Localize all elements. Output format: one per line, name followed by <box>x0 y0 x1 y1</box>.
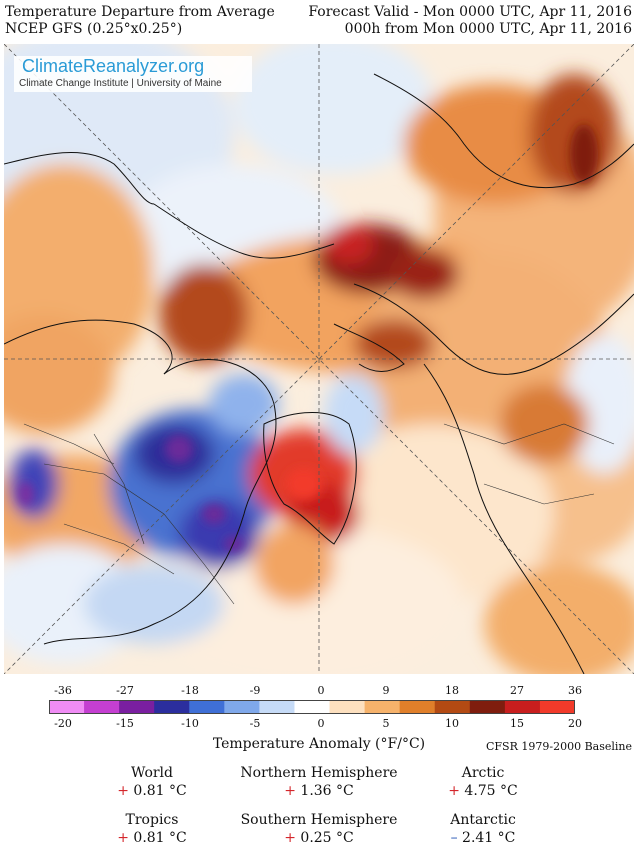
f-tick: 0 <box>317 684 325 697</box>
c-tick: 0 <box>317 717 325 730</box>
map-title: Temperature Departure from Average <box>5 4 275 20</box>
stat-northern-hemisphere: Northern Hemisphere + 1.36 °C <box>219 764 419 800</box>
f-tick: 18 <box>445 684 459 697</box>
stat-label: World <box>131 765 173 781</box>
logo-subtitle: Climate Change Institute | University of… <box>19 78 222 89</box>
stat-label: Antarctic <box>450 812 516 828</box>
f-tick: 36 <box>568 684 582 697</box>
c-tick: -20 <box>54 717 72 730</box>
stat-value: 1.36 °C <box>300 783 354 799</box>
colorbar-swatch <box>259 700 296 714</box>
stat-sign: + <box>117 830 129 846</box>
colorbar-swatch <box>294 700 331 714</box>
f-tick: -36 <box>54 684 72 697</box>
colorbar-swatch <box>329 700 366 714</box>
colorbar-swatch <box>364 700 401 714</box>
graticule <box>4 44 634 674</box>
colorbar-swatch <box>84 700 120 714</box>
anomaly-map <box>4 44 634 674</box>
stat-label: Arctic <box>461 765 505 781</box>
f-tick: -27 <box>116 684 134 697</box>
stat-southern-hemisphere: Southern Hemisphere + 0.25 °C <box>219 811 419 847</box>
forecast-lead-label: 000h from Mon 0000 UTC, Apr 11, 2016 <box>344 21 632 37</box>
colorbar-swatch <box>49 700 85 714</box>
colorbar-swatch <box>539 700 575 714</box>
stat-label: Southern Hemisphere <box>240 812 398 828</box>
stat-label: Northern Hemisphere <box>240 765 398 781</box>
c-tick: -10 <box>181 717 199 730</box>
f-tick: -18 <box>181 684 199 697</box>
c-tick: 20 <box>568 717 582 730</box>
colorbar-title: Temperature Anomaly (°F/°C) <box>212 736 426 752</box>
colorbar-border <box>49 700 575 714</box>
colorbar-swatch <box>189 700 225 714</box>
colorbar-swatch <box>469 700 506 714</box>
stat-sign: + <box>284 783 296 799</box>
colorbar-swatch <box>154 700 190 714</box>
colorbar-swatch <box>399 700 436 714</box>
colorbar <box>49 700 575 714</box>
anomaly-field <box>4 44 634 674</box>
stat-antarctic: Antarctic – 2.41 °C <box>383 811 583 847</box>
stat-value: 0.25 °C <box>300 830 354 846</box>
climate-reanalyzer-logo: ClimateReanalyzer.org Climate Change Ins… <box>14 56 252 92</box>
stat-world: World + 0.81 °C <box>52 764 252 800</box>
stat-value: 4.75 °C <box>464 783 518 799</box>
f-tick: 27 <box>510 684 524 697</box>
colorbar-swatch <box>119 700 155 714</box>
c-tick: 10 <box>445 717 459 730</box>
c-tick: -5 <box>249 717 261 730</box>
c-tick: 15 <box>510 717 524 730</box>
colorbar-swatch <box>504 700 541 714</box>
stat-label: Tropics <box>125 812 179 828</box>
stat-value: 0.81 °C <box>133 830 187 846</box>
f-tick: -9 <box>249 684 261 697</box>
coastlines <box>4 73 634 674</box>
c-tick: -15 <box>116 717 134 730</box>
logo-title: ClimateReanalyzer.org <box>22 56 205 76</box>
baseline-label: CFSR 1979-2000 Baseline <box>486 740 632 753</box>
stat-sign: + <box>284 830 296 846</box>
stat-sign: + <box>117 783 129 799</box>
model-label: NCEP GFS (0.25°x0.25°) <box>5 21 183 37</box>
forecast-valid-label: Forecast Valid - Mon 0000 UTC, Apr 11, 2… <box>308 4 632 20</box>
borders <box>23 423 615 605</box>
colorbar-swatch <box>434 700 471 714</box>
stat-tropics: Tropics + 0.81 °C <box>52 811 252 847</box>
stat-value: 0.81 °C <box>133 783 187 799</box>
colorbar-swatch <box>224 700 260 714</box>
f-tick: 9 <box>382 684 390 697</box>
stat-sign: – <box>450 830 458 846</box>
stat-arctic: Arctic + 4.75 °C <box>383 764 583 800</box>
c-tick: 5 <box>382 717 390 730</box>
stat-sign: + <box>448 783 460 799</box>
stat-value: 2.41 °C <box>462 830 516 846</box>
